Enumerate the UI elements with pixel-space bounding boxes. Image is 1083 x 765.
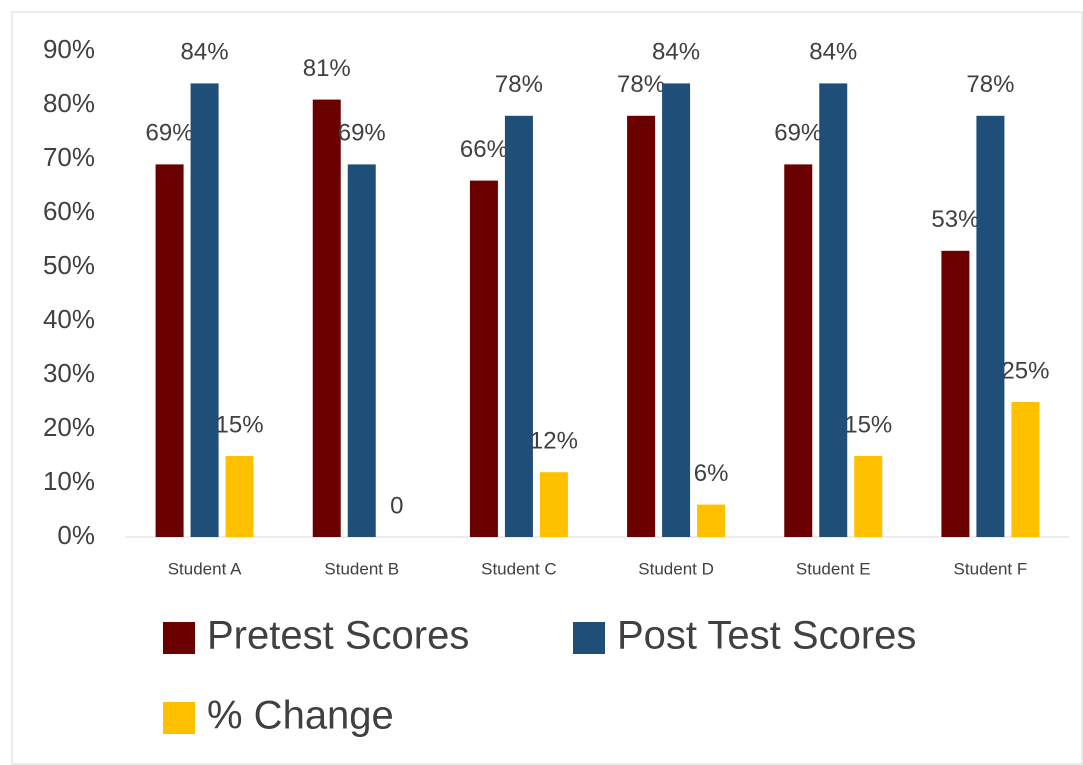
data-label: 69%	[338, 120, 386, 147]
bar	[941, 250, 970, 538]
y-tick-label: 80%	[43, 88, 95, 118]
bar	[819, 83, 848, 538]
x-tick-label: Student C	[481, 559, 557, 578]
data-label: 15%	[216, 411, 264, 438]
data-label: 66%	[460, 136, 508, 163]
legend-label: Post Test Scores	[617, 614, 916, 658]
y-tick-label: 40%	[43, 304, 95, 334]
y-tick-label: 30%	[43, 358, 95, 388]
bar	[784, 164, 813, 537]
y-tick-label: 10%	[43, 466, 95, 496]
bar	[539, 472, 568, 537]
bar	[190, 83, 219, 538]
bar	[347, 164, 376, 537]
legend-label: % Change	[207, 694, 394, 738]
chart-border	[11, 11, 1083, 765]
x-tick-label: Student D	[638, 559, 714, 578]
y-tick-label: 0%	[57, 520, 95, 550]
bar	[155, 164, 184, 537]
data-label: 69%	[774, 120, 822, 147]
y-tick-label: 90%	[43, 34, 95, 64]
legend-swatch	[163, 622, 195, 654]
data-label: 15%	[844, 411, 892, 438]
bar	[225, 456, 254, 537]
bar	[1011, 402, 1040, 537]
bar	[312, 99, 341, 537]
data-label: 78%	[495, 71, 543, 98]
y-tick-label: 60%	[43, 196, 95, 226]
bar	[627, 115, 656, 538]
bar	[662, 83, 691, 538]
x-tick-label: Student F	[954, 559, 1028, 578]
data-label: 84%	[652, 39, 700, 66]
legend-swatch	[163, 702, 195, 734]
data-label: 25%	[1001, 357, 1049, 384]
data-label: 69%	[146, 120, 194, 147]
bar	[854, 456, 883, 537]
data-label: 6%	[694, 460, 729, 487]
y-tick-label: 20%	[43, 412, 95, 442]
data-label: 78%	[966, 71, 1014, 98]
y-tick-label: 70%	[43, 142, 95, 172]
x-tick-label: Student E	[796, 559, 871, 578]
data-label: 84%	[181, 39, 229, 66]
data-label: 78%	[617, 71, 665, 98]
data-label: 84%	[809, 39, 857, 66]
x-tick-label: Student B	[324, 559, 399, 578]
bar	[504, 115, 533, 538]
bar	[469, 180, 498, 537]
y-tick-label: 50%	[43, 250, 95, 280]
data-label: 0	[390, 492, 403, 519]
bar	[697, 504, 726, 537]
bar	[976, 115, 1005, 538]
data-label: 53%	[931, 206, 979, 233]
x-tick-label: Student A	[168, 559, 242, 578]
legend-label: Pretest Scores	[207, 614, 469, 658]
data-label: 81%	[303, 55, 351, 82]
legend-swatch	[573, 622, 605, 654]
data-label: 12%	[530, 428, 578, 455]
